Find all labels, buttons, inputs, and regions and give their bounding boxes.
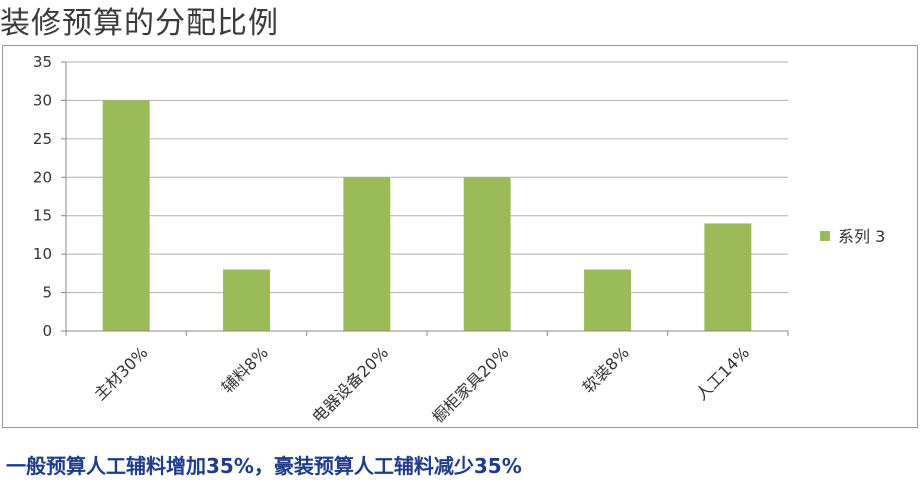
y-tick-label: 30 [33,91,52,109]
bar [704,223,752,331]
gridlines [61,61,788,332]
y-tick-label: 20 [33,168,52,186]
x-axis-labels: 主材30% 辅料8% 电器设备20% 橱柜家具20% 软装8% 人工14% [90,343,753,427]
bar [343,177,391,331]
x-tick-label: 橱柜家具20% [429,343,513,427]
x-tick-label: 软装8% [579,343,633,397]
x-axis [65,62,789,336]
legend: 系列 3 [820,227,885,246]
bar [223,269,270,331]
bars [102,100,752,331]
bar [584,269,631,331]
x-tick-label: 电器设备20% [308,343,392,427]
x-tick-label: 辅料8% [218,343,272,397]
y-tick-label: 0 [42,322,52,340]
bar-chart: 0 5 10 15 20 25 30 35 主材30% 辅料8% 电器设备20% 橱柜家具20% 软装… [33,53,885,427]
footer-note: 一般预算人工辅料增加35%，豪装预算人工辅料减少35% [6,454,522,478]
page-title: 装修预算的分配比例 [0,6,279,41]
y-tick-label: 25 [33,130,52,148]
legend-label: 系列 3 [838,227,885,246]
chart-frame: 0 5 10 15 20 25 30 35 主材30% 辅料8% 电器设备20% 橱柜家具20% 软装… [2,45,918,428]
x-tick-label: 主材30% [90,343,151,404]
x-tick-label: 人工14% [692,343,753,404]
y-axis-ticks: 0 5 10 15 20 25 30 35 [33,53,52,340]
y-tick-label: 35 [33,53,52,71]
y-tick-label: 15 [33,207,52,225]
legend-swatch [820,231,830,241]
bar [102,100,150,331]
bar [463,177,511,331]
y-tick-label: 5 [42,284,52,302]
y-tick-label: 10 [33,245,52,263]
